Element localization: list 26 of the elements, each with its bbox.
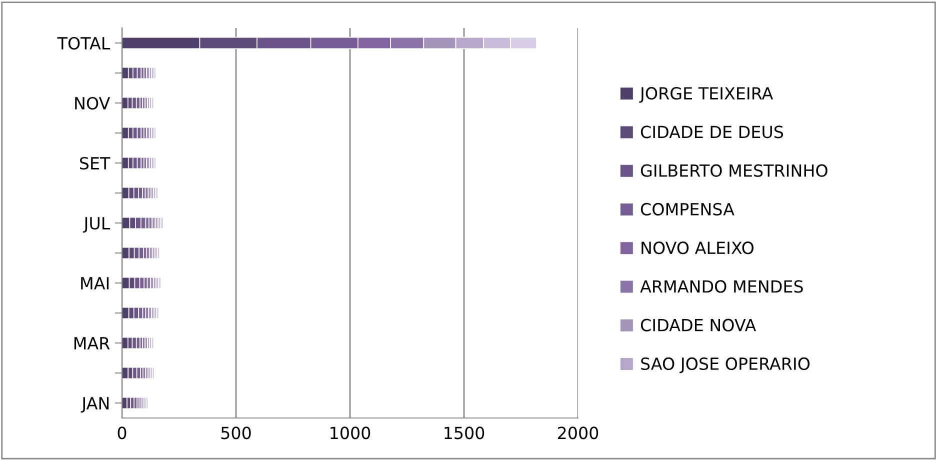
y-tick-label: SET <box>80 156 110 170</box>
y-tick-label: JUL <box>82 217 110 233</box>
x-tick-label: 1500 <box>444 426 484 440</box>
legend-label: JORGE TEIXEIRA <box>639 87 774 103</box>
bar <box>156 306 160 320</box>
legend-label: GILBERTO MESTRINHO <box>640 164 828 177</box>
legend-label: SAO JOSE OPERARIO <box>641 357 810 374</box>
legend-label: NOVO ALEIXO <box>642 242 754 254</box>
legend-label: CIDADE DE DEUS <box>640 126 784 138</box>
x-tick-label: 0 <box>118 426 126 440</box>
y-tick-label: NOV <box>75 96 110 110</box>
y-tick-label: TOTAL <box>57 36 110 50</box>
legend-label: COMPENSA <box>640 202 734 216</box>
x-tick-label: 1000 <box>330 426 370 440</box>
bar <box>156 246 160 260</box>
y-tick-label: MAI <box>81 277 109 290</box>
x-tick-label: 2000 <box>558 426 598 440</box>
bar <box>158 276 162 290</box>
legend-label: ARMANDO MENDES <box>640 280 803 293</box>
x-tick-label: 500 <box>221 426 251 440</box>
y-tick-label: JAN <box>80 397 109 413</box>
y-tick-label: MAR <box>74 337 110 350</box>
bar <box>154 126 156 140</box>
bar <box>154 156 156 170</box>
bar <box>154 66 156 80</box>
legend-label: CIDADE NOVA <box>640 318 756 332</box>
